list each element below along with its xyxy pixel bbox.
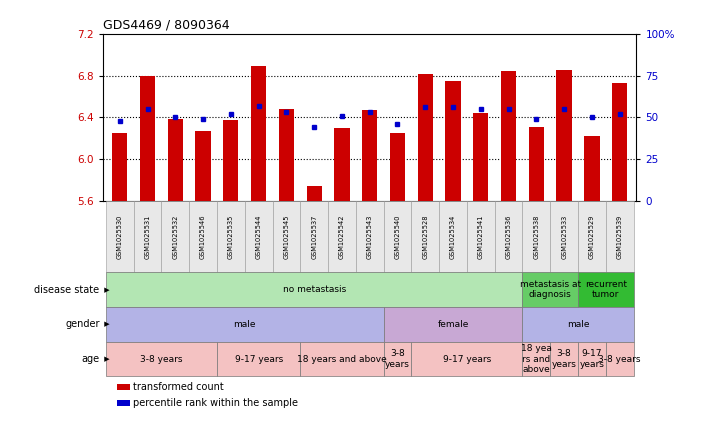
Bar — [251, 66, 266, 201]
Bar — [501, 71, 516, 201]
Text: GSM1025543: GSM1025543 — [367, 214, 373, 258]
Text: GDS4469 / 8090364: GDS4469 / 8090364 — [103, 18, 230, 31]
Text: 9-17 years: 9-17 years — [235, 354, 283, 364]
Text: disease state: disease state — [34, 285, 100, 295]
Text: 3-8
years: 3-8 years — [385, 349, 410, 369]
Text: recurrent
tumor: recurrent tumor — [584, 280, 627, 299]
Bar — [362, 110, 378, 201]
Text: GSM1025535: GSM1025535 — [228, 214, 234, 258]
Text: 9-17 years: 9-17 years — [443, 354, 491, 364]
Text: male: male — [233, 320, 256, 329]
Text: GSM1025537: GSM1025537 — [311, 214, 317, 258]
Text: GSM1025529: GSM1025529 — [589, 214, 595, 258]
Text: 18 years and above: 18 years and above — [297, 354, 387, 364]
Text: 3-8 years: 3-8 years — [140, 354, 183, 364]
Bar — [557, 70, 572, 201]
Bar — [390, 133, 405, 201]
Bar — [168, 119, 183, 201]
Text: GSM1025538: GSM1025538 — [533, 214, 540, 258]
Text: GSM1025528: GSM1025528 — [422, 214, 428, 259]
Text: GSM1025531: GSM1025531 — [144, 214, 151, 258]
Text: GSM1025532: GSM1025532 — [172, 214, 178, 258]
Text: transformed count: transformed count — [133, 382, 224, 392]
Text: GSM1025533: GSM1025533 — [561, 214, 567, 258]
Text: GSM1025542: GSM1025542 — [339, 214, 345, 259]
Text: female: female — [437, 320, 469, 329]
Text: no metastasis: no metastasis — [282, 285, 346, 294]
Bar — [445, 81, 461, 201]
Text: 3-8 years: 3-8 years — [599, 354, 641, 364]
Text: ▶: ▶ — [102, 356, 110, 362]
Bar — [417, 74, 433, 201]
Text: GSM1025544: GSM1025544 — [256, 214, 262, 259]
Bar — [196, 131, 210, 201]
Text: age: age — [82, 354, 100, 364]
Text: GSM1025546: GSM1025546 — [200, 214, 206, 259]
Text: GSM1025536: GSM1025536 — [506, 214, 512, 258]
Text: gender: gender — [65, 319, 100, 330]
Text: GSM1025534: GSM1025534 — [450, 214, 456, 258]
Text: ▶: ▶ — [102, 321, 110, 327]
Text: GSM1025539: GSM1025539 — [616, 214, 623, 258]
Text: 9-17
years: 9-17 years — [579, 349, 604, 369]
Text: GSM1025541: GSM1025541 — [478, 214, 483, 258]
Text: GSM1025540: GSM1025540 — [395, 214, 400, 259]
Bar — [306, 186, 322, 201]
Bar — [612, 83, 627, 201]
Text: GSM1025530: GSM1025530 — [117, 214, 123, 258]
Bar — [112, 133, 127, 201]
Text: GSM1025545: GSM1025545 — [284, 214, 289, 259]
Bar — [223, 120, 238, 201]
Bar — [474, 113, 488, 201]
Bar — [529, 126, 544, 201]
Text: percentile rank within the sample: percentile rank within the sample — [133, 398, 298, 408]
Bar — [334, 128, 350, 201]
Text: male: male — [567, 320, 589, 329]
Bar — [140, 76, 155, 201]
Bar — [584, 136, 599, 201]
Bar — [279, 109, 294, 201]
Text: ▶: ▶ — [102, 287, 110, 293]
Text: metastasis at
diagnosis: metastasis at diagnosis — [520, 280, 581, 299]
Text: 18 yea
rs and
above: 18 yea rs and above — [521, 344, 552, 374]
Text: 3-8
years: 3-8 years — [552, 349, 577, 369]
